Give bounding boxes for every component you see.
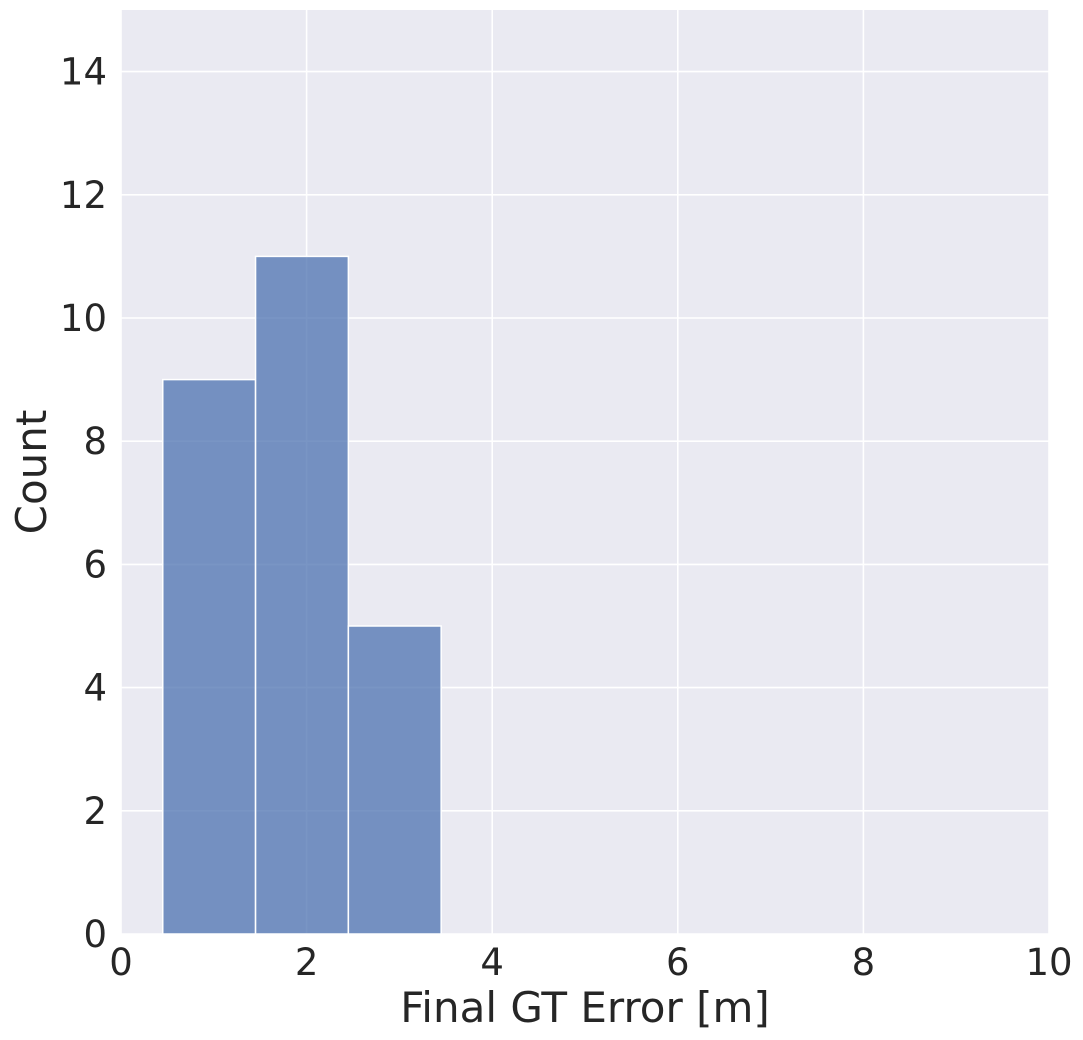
x-tick-label-6: 6: [666, 941, 690, 984]
y-axis-label: Count: [7, 410, 56, 535]
y-tick-label-14: 14: [60, 51, 107, 94]
y-tick-label-4: 4: [83, 667, 107, 710]
y-tick-label-8: 8: [83, 420, 107, 463]
histogram-bar-1: [162, 378, 257, 935]
x-axis-ticks: 0 2 4 6 8 10: [109, 941, 1072, 984]
x-tick-label-0: 0: [109, 941, 133, 984]
x-tick-label-2: 2: [295, 941, 319, 984]
y-tick-label-0: 0: [83, 913, 107, 956]
histogram-bar-2: [254, 255, 350, 935]
y-tick-label-10: 10: [60, 297, 107, 340]
x-axis-label: Final GT Error [m]: [400, 983, 770, 1032]
x-tick-label-10: 10: [1025, 941, 1072, 984]
y-tick-label-2: 2: [83, 790, 107, 833]
x-tick-label-8: 8: [852, 941, 876, 984]
y-axis-ticks: 0 2 4 6 8 10 12 14: [60, 51, 107, 956]
y-tick-label-12: 12: [60, 174, 107, 217]
y-tick-label-6: 6: [83, 543, 107, 586]
histogram-bar-3: [347, 625, 442, 935]
histogram-bars: [162, 255, 442, 935]
x-tick-label-4: 4: [480, 941, 504, 984]
